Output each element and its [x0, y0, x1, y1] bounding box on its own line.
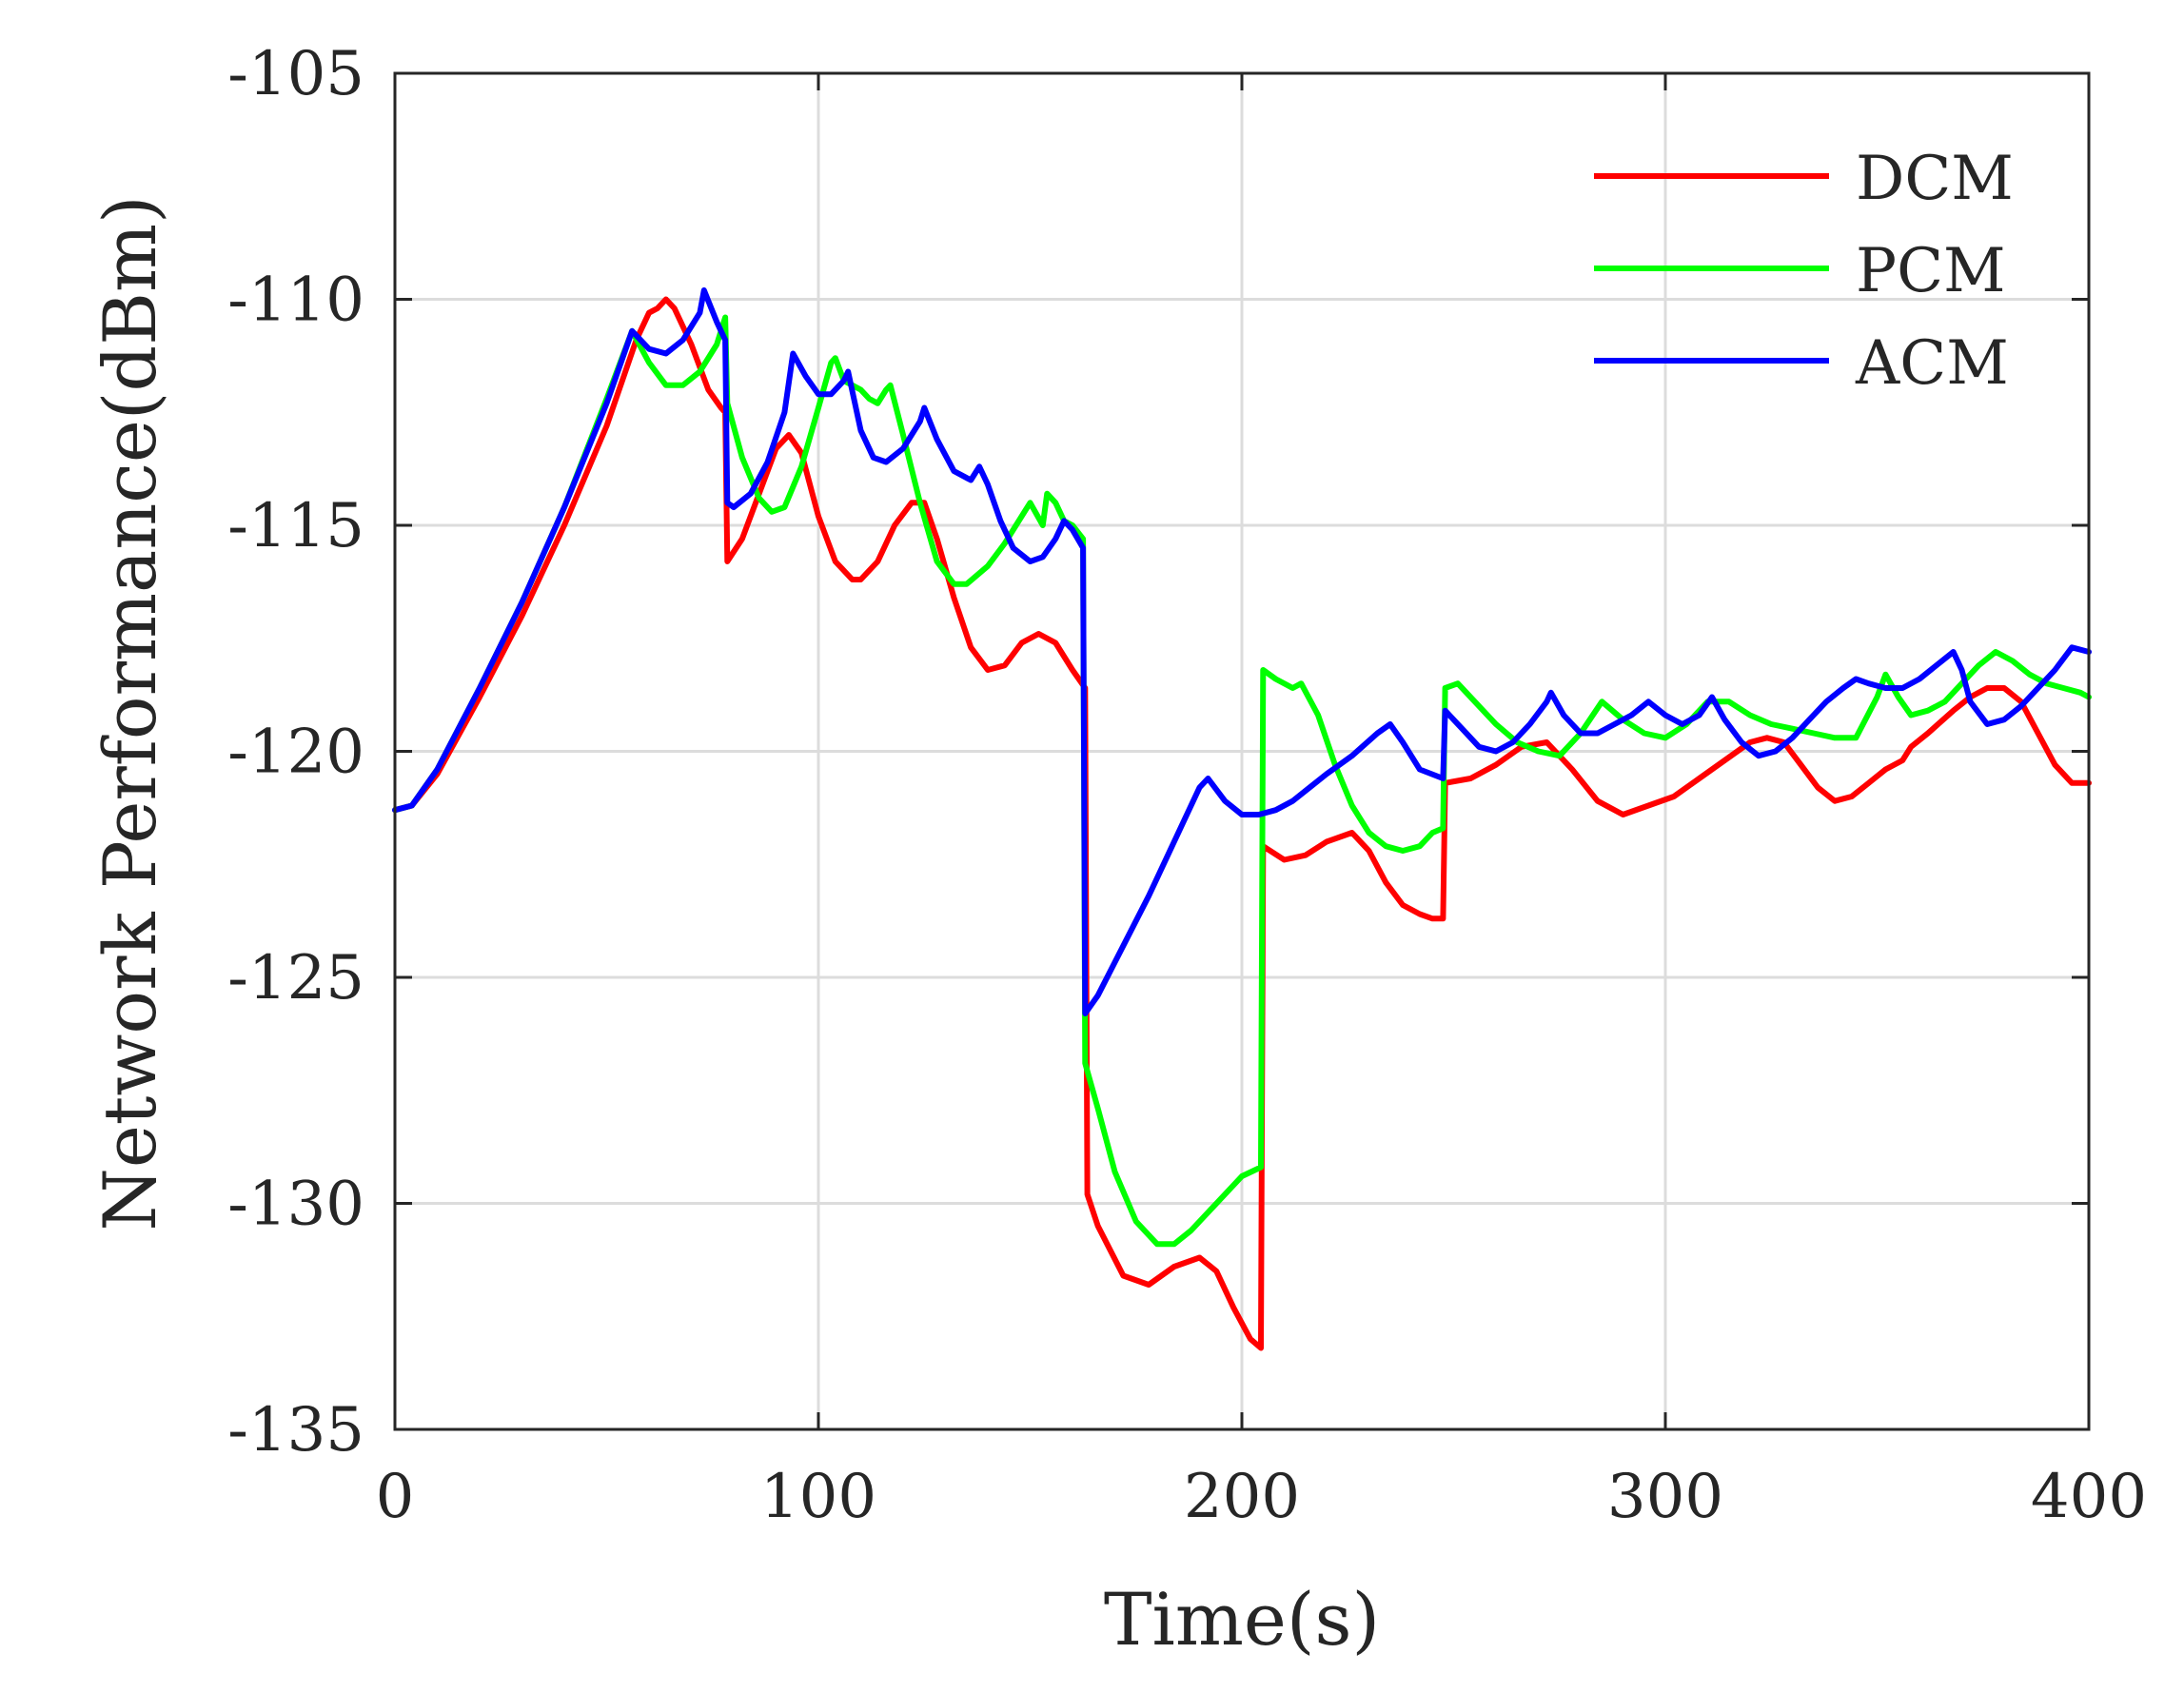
y-tick-label: -120	[227, 718, 364, 788]
legend-label-acm: ACM	[1855, 328, 2009, 399]
series-lines	[392, 287, 2092, 1351]
x-tick-label: 200	[1184, 1462, 1300, 1532]
x-tick-label: 100	[760, 1462, 876, 1532]
x-axis-title: Time(s)	[1104, 1577, 1380, 1662]
y-tick-label: -135	[227, 1395, 364, 1466]
y-tick-label: -115	[227, 491, 364, 561]
legend-label-pcm: PCM	[1856, 236, 2006, 306]
x-tick-label: 400	[2031, 1462, 2147, 1532]
y-tick-label: -105	[227, 39, 364, 109]
x-tick-label: 300	[1607, 1462, 1723, 1532]
series-line-acm	[392, 287, 2092, 1016]
x-tick-label: 0	[376, 1462, 415, 1532]
series-line-pcm	[392, 314, 2092, 1248]
grid	[393, 71, 2091, 1431]
tick-labels: 0 100 200 300 400 -105 -110 -115 -120 -125 -130 -13…	[227, 39, 2147, 1532]
legend-label-dcm: DCM	[1856, 144, 2014, 214]
y-tick-label: -130	[227, 1170, 364, 1240]
legend: DCM PCM ACM	[1594, 144, 2014, 399]
tick-marks	[393, 71, 2091, 1431]
y-tick-label: -125	[227, 943, 364, 1014]
y-axis-title: Network Performance(dBm)	[88, 195, 172, 1230]
y-tick-label: -110	[227, 266, 364, 336]
